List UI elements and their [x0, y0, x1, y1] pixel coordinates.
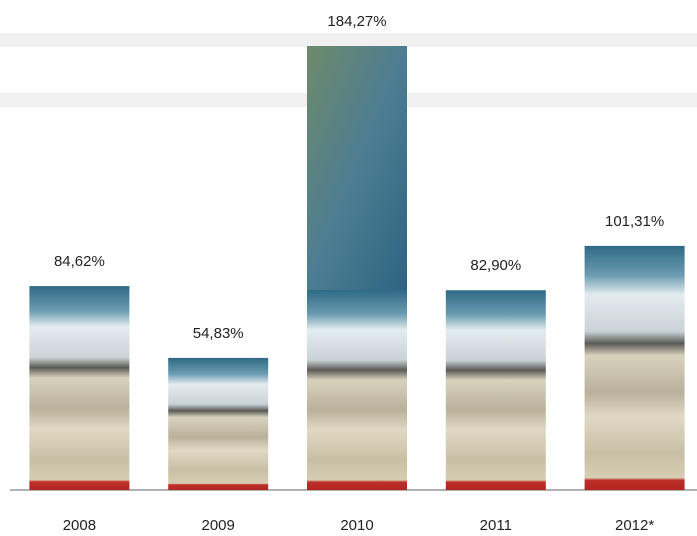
bar	[445, 290, 546, 490]
x-tick-label: 2012*	[615, 517, 654, 534]
bar	[307, 290, 407, 490]
bar	[584, 245, 685, 490]
value-label: 84,62%	[54, 253, 105, 270]
value-label: 54,83%	[193, 325, 244, 342]
x-tick-label: 2008	[63, 517, 96, 534]
x-tick-label: 2011	[480, 517, 512, 534]
value-label: 101,31%	[605, 213, 664, 230]
bar	[29, 286, 130, 490]
value-label: 82,90%	[470, 257, 521, 274]
bar-image-top	[307, 46, 407, 290]
x-tick-label: 2009	[202, 517, 235, 534]
bar	[168, 357, 269, 490]
x-tick-label: 2010	[340, 517, 373, 534]
value-label: 184,27%	[327, 13, 386, 30]
